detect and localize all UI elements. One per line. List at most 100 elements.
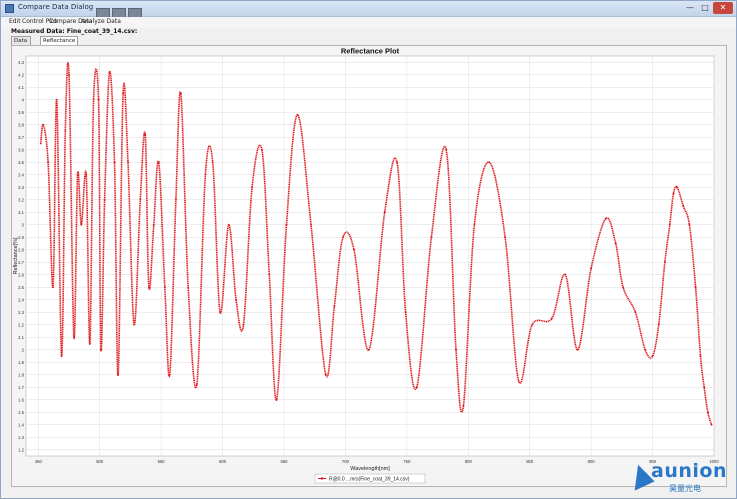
y-tick-label: 2.1 — [18, 335, 24, 340]
x-tick-label: 500 — [96, 459, 104, 464]
y-tick-label: 3.8 — [18, 122, 24, 127]
data-point — [68, 73, 70, 76]
data-point — [488, 161, 491, 164]
y-tick-label: 2.3 — [18, 310, 24, 315]
y-tick-label: 3.5 — [18, 160, 24, 165]
data-point — [219, 311, 222, 314]
y-tick-label: 2 — [22, 347, 25, 352]
data-point — [703, 386, 706, 389]
x-axis-label: Wavelength[nm] — [350, 466, 390, 472]
x-tick-label: 1000 — [709, 459, 719, 464]
data-point — [60, 355, 63, 357]
data-point — [333, 305, 336, 307]
data-point — [97, 98, 100, 101]
x-tick-label: 800 — [465, 459, 473, 464]
data-point — [504, 236, 506, 239]
y-tick-label: 3 — [22, 222, 25, 227]
data-point — [92, 98, 95, 101]
data-point — [296, 113, 299, 116]
y-tick-label: 2.4 — [18, 297, 24, 302]
data-point — [367, 348, 370, 351]
data-point — [148, 286, 150, 289]
data-point — [204, 173, 207, 176]
data-point — [113, 161, 116, 164]
maximize-button[interactable]: □ — [701, 3, 709, 12]
data-point — [310, 223, 312, 226]
chart-title: Reflectance Plot — [341, 47, 400, 56]
menu-analyze-data[interactable]: Analyze Data — [81, 18, 121, 25]
close-button[interactable]: ✕ — [713, 2, 733, 14]
y-tick-label: 2.7 — [18, 260, 24, 265]
data-point — [622, 286, 624, 289]
data-point — [576, 348, 579, 351]
menu-edit[interactable]: Edit — [9, 18, 21, 25]
data-point — [251, 186, 254, 189]
data-point — [590, 267, 592, 270]
measured-data-label: Measured Data: Fine_coat_39_14.csv: — [11, 28, 138, 35]
data-point — [179, 92, 182, 95]
data-point — [462, 405, 465, 407]
data-point — [85, 173, 88, 176]
menu-compare-data[interactable]: Compare Data — [49, 18, 93, 25]
x-tick-label: 900 — [588, 459, 596, 464]
y-axis-label: Reflectance[%] — [13, 237, 19, 274]
y-tick-label: 3.1 — [18, 210, 24, 215]
y-tick-label: 2.9 — [18, 235, 24, 240]
data-point — [261, 148, 263, 151]
data-point — [133, 323, 135, 326]
data-point — [668, 223, 671, 226]
data-point — [473, 223, 476, 226]
y-tick-label: 4.2 — [18, 72, 24, 77]
x-tick-label: 650 — [281, 459, 289, 464]
taskbar-thumbnails — [96, 3, 146, 18]
data-point — [73, 336, 75, 339]
y-tick-label: 4.1 — [18, 85, 24, 90]
data-point — [103, 198, 106, 201]
data-point — [383, 211, 386, 214]
y-tick-label: 4.3 — [18, 60, 24, 65]
data-point — [342, 236, 344, 239]
y-tick-label: 1.6 — [18, 397, 24, 402]
y-axis-ticks: 1.2 1.3 1.4 1.5 1.6 1.7 1.8 1.9 2 2.1 2.2 2.3 2.4 2.5… — [18, 60, 24, 453]
data-point — [710, 423, 713, 426]
menu-control-plot[interactable]: Control Plot — [22, 18, 57, 25]
y-tick-label: 1.8 — [18, 372, 24, 377]
data-point — [614, 242, 617, 245]
data-point — [168, 373, 171, 376]
data-point — [195, 383, 198, 386]
data-point — [76, 173, 79, 176]
data-point — [285, 223, 288, 226]
data-point — [108, 71, 111, 74]
data-point — [672, 192, 675, 195]
data-point — [227, 223, 230, 226]
data-point — [242, 323, 245, 326]
legend-box — [314, 473, 426, 484]
data-point — [699, 355, 702, 357]
series-layer — [39, 61, 713, 426]
watermark-brand: aunion — [651, 460, 727, 482]
data-point — [122, 92, 124, 95]
data-point — [396, 161, 398, 164]
data-point — [445, 148, 448, 151]
data-point — [64, 130, 67, 132]
data-point — [52, 286, 54, 289]
data-point — [430, 236, 433, 239]
data-point — [275, 398, 278, 401]
app-icon — [5, 4, 14, 13]
aunion-watermark: aunion 昊量光电 — [625, 459, 737, 495]
x-tick-label: 550 — [158, 459, 166, 464]
x-tick-label: 950 — [649, 459, 657, 464]
data-point — [139, 198, 142, 201]
watermark-subtitle: 昊量光电 — [669, 484, 701, 493]
data-point — [634, 311, 637, 314]
data-point — [657, 323, 660, 326]
data-point — [55, 98, 58, 101]
data-point — [89, 342, 91, 345]
data-point — [100, 348, 102, 351]
data-point — [268, 273, 271, 276]
data-point — [117, 373, 119, 376]
minimize-button[interactable]: — — [686, 3, 694, 12]
plot-area — [25, 55, 715, 457]
x-tick-label: 750 — [403, 459, 411, 464]
series-line — [39, 61, 713, 426]
